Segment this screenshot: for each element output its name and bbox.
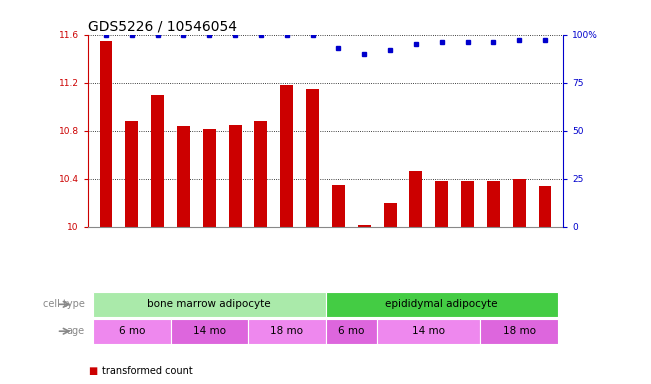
Text: 18 mo: 18 mo xyxy=(270,326,303,336)
Text: age: age xyxy=(66,326,85,336)
Text: 6 mo: 6 mo xyxy=(338,326,365,336)
Bar xyxy=(93,292,326,317)
Text: 14 mo: 14 mo xyxy=(193,326,226,336)
Bar xyxy=(332,185,345,227)
Text: 6 mo: 6 mo xyxy=(118,326,145,336)
Bar xyxy=(513,179,525,227)
Bar xyxy=(436,181,448,227)
Bar xyxy=(306,89,319,227)
Bar xyxy=(126,121,138,227)
Text: GDS5226 / 10546054: GDS5226 / 10546054 xyxy=(88,20,237,33)
Bar xyxy=(538,186,551,227)
Bar xyxy=(100,41,113,227)
Bar xyxy=(409,171,422,227)
Text: 14 mo: 14 mo xyxy=(412,326,445,336)
Bar xyxy=(248,319,326,344)
Bar xyxy=(255,121,268,227)
Bar xyxy=(358,225,370,227)
Bar xyxy=(93,319,171,344)
Bar xyxy=(480,319,558,344)
Bar xyxy=(203,129,215,227)
Bar xyxy=(377,319,480,344)
Bar xyxy=(177,126,190,227)
Bar xyxy=(151,94,164,227)
Text: 18 mo: 18 mo xyxy=(503,326,536,336)
Bar xyxy=(326,292,558,317)
Text: epididymal adipocyte: epididymal adipocyte xyxy=(385,299,498,310)
Bar xyxy=(326,319,377,344)
Text: bone marrow adipocyte: bone marrow adipocyte xyxy=(148,299,271,310)
Text: ■: ■ xyxy=(88,366,97,376)
Bar xyxy=(461,181,474,227)
Text: transformed count: transformed count xyxy=(102,366,193,376)
Bar xyxy=(229,124,242,227)
Bar xyxy=(171,319,248,344)
Bar xyxy=(487,181,500,227)
Bar xyxy=(383,203,396,227)
Bar xyxy=(281,85,293,227)
Text: cell type: cell type xyxy=(43,299,85,310)
